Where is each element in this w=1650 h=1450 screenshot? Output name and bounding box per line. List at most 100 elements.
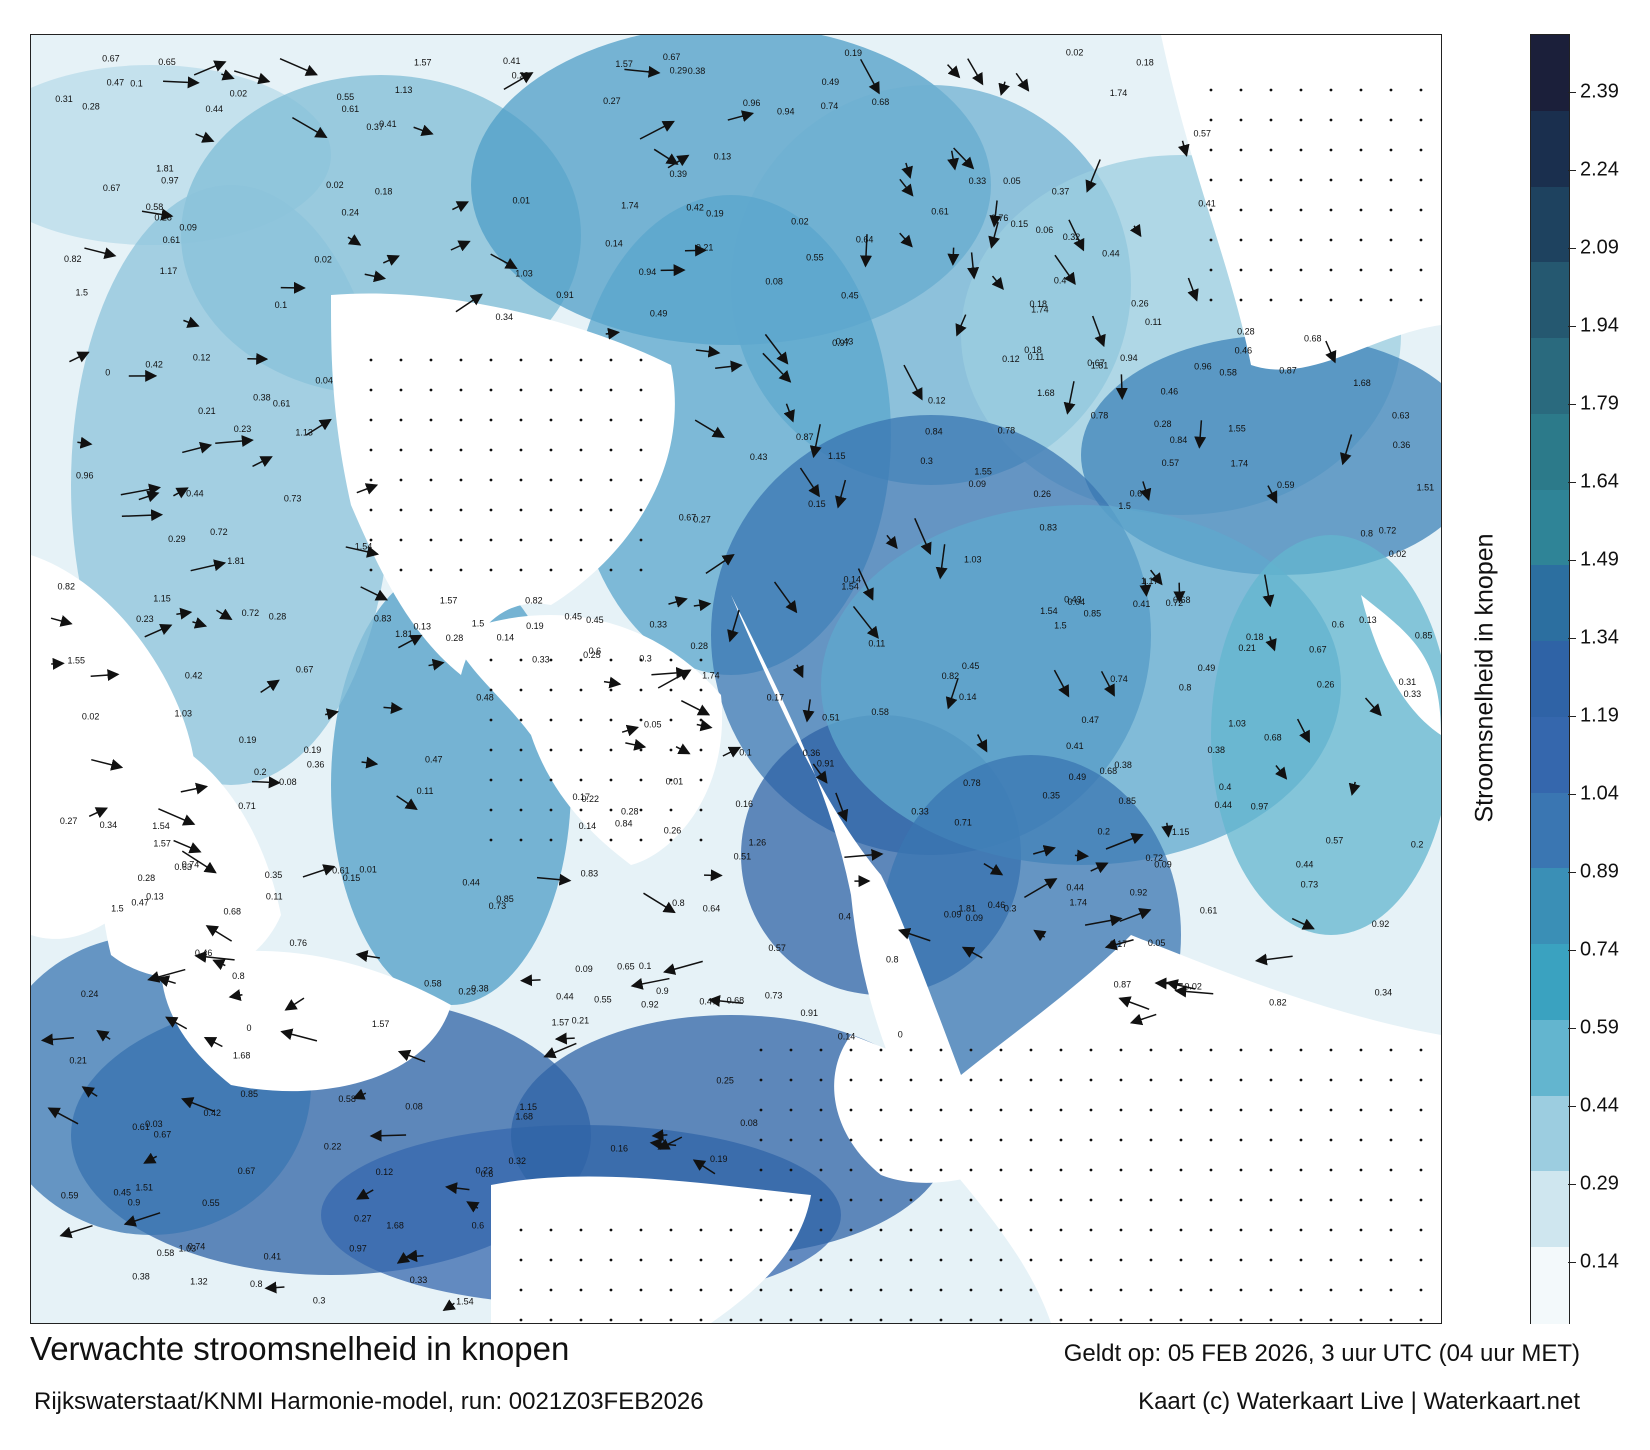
grid-dot	[639, 418, 643, 422]
speed-value-label: 0.38	[253, 392, 271, 402]
grid-dot	[669, 1288, 673, 1292]
grid-dot	[1329, 88, 1333, 92]
current-arrow	[69, 351, 90, 363]
grid-dot	[789, 1168, 793, 1172]
grid-dot	[1419, 118, 1423, 122]
speed-value-label: 0.12	[376, 1167, 394, 1177]
speed-value-label: 0.34	[100, 820, 118, 830]
grid-dot	[369, 448, 373, 452]
grid-dot	[699, 748, 703, 752]
speed-value-label: 0.11	[266, 892, 283, 902]
speed-value-label: 1.55	[1228, 424, 1246, 434]
current-arrow	[503, 72, 534, 91]
current-arrow	[897, 927, 931, 942]
grid-dot	[579, 688, 583, 692]
speed-value-label: 0.49	[650, 308, 668, 318]
speed-value-label: 0.65	[617, 961, 635, 971]
grid-dot	[669, 718, 673, 722]
grid-dot	[1359, 1108, 1363, 1112]
speed-value-label: 0.28	[269, 611, 287, 621]
speed-value-label: 0.13	[714, 152, 732, 162]
speed-value-label: 0.35	[1043, 790, 1061, 800]
grid-dot	[609, 448, 613, 452]
colorbar-segment	[1531, 565, 1569, 643]
current-arrow	[762, 352, 792, 383]
grid-dot	[1269, 208, 1273, 212]
current-arrow	[1105, 833, 1144, 850]
grid-dot	[609, 838, 613, 842]
colorbar-segment	[1531, 716, 1569, 794]
speed-value-label: 1.13	[395, 85, 413, 95]
current-arrow	[860, 234, 872, 268]
speed-value-label: 0.29	[168, 534, 186, 544]
grid-dot	[549, 1228, 553, 1232]
current-arrow	[1275, 765, 1288, 780]
speed-value-label: 0.44	[186, 489, 204, 499]
speed-value-label: 0.85	[1415, 631, 1433, 641]
grid-dot	[459, 508, 463, 512]
grid-dot	[579, 838, 583, 842]
grid-dot	[549, 658, 553, 662]
speed-value-label: 1.5	[1118, 501, 1131, 511]
speed-value-label: 1.03	[174, 709, 192, 719]
grid-dot	[1329, 1288, 1333, 1292]
current-arrow	[680, 700, 711, 716]
speed-value-label: 0.42	[204, 1108, 222, 1118]
grid-dot	[519, 478, 523, 482]
speed-value-label: 0.18	[375, 186, 393, 196]
grid-dot	[639, 508, 643, 512]
speed-value-label: 0.23	[234, 424, 252, 434]
speed-value-label: 0.44	[462, 877, 480, 887]
current-arrow	[947, 150, 959, 171]
speed-value-label: 0.41	[1133, 599, 1151, 609]
speed-value-label: 1.74	[1110, 88, 1128, 98]
speed-value-label: 0.44	[1102, 248, 1120, 258]
current-arrow	[163, 76, 200, 89]
grid-dot	[1059, 1318, 1063, 1322]
grid-dot	[819, 1108, 823, 1112]
speed-value-label: 0.61	[132, 1122, 150, 1132]
speed-value-label: 0.58	[146, 202, 164, 212]
colorbar-tick-mark	[1568, 248, 1576, 249]
speed-value-label: 0.26	[1131, 299, 1149, 309]
grid-dot	[879, 1138, 883, 1142]
grid-dot	[1149, 1108, 1153, 1112]
grid-dot	[1149, 1138, 1153, 1142]
speed-value-label: 0.67	[154, 1130, 172, 1140]
current-arrow	[1325, 340, 1337, 364]
speed-value-label: 1.54	[841, 581, 859, 591]
speed-value-label: 0.45	[841, 290, 859, 300]
grid-dot	[579, 478, 583, 482]
current-arrow	[621, 724, 639, 737]
speed-value-label: 0.36	[803, 748, 821, 758]
speed-value-label: 0.74	[182, 859, 200, 869]
speed-value-label: 0.55	[337, 92, 355, 102]
speed-value-label: 1.57	[414, 57, 432, 67]
speed-value-label: 1.74	[1031, 305, 1049, 315]
speed-value-label: 1.68	[386, 1221, 404, 1231]
speed-value-label: 0.82	[1269, 998, 1287, 1008]
grid-dot	[849, 1048, 853, 1052]
current-arrow	[953, 147, 975, 170]
current-arrow	[1054, 254, 1076, 286]
grid-dot	[1419, 1108, 1423, 1112]
grid-dot	[1209, 1318, 1213, 1322]
speed-value-label: 0.38	[688, 66, 706, 76]
grid-dot	[969, 1048, 973, 1052]
current-arrow	[397, 1049, 426, 1063]
speed-value-label: 0.85	[1119, 796, 1137, 806]
colorbar-tick-label: 0.89	[1580, 860, 1619, 883]
grid-dot	[1209, 148, 1213, 152]
speed-value-label: 0.21	[1238, 643, 1256, 653]
speed-value-label: 0.3	[639, 654, 652, 664]
grid-dot	[459, 388, 463, 392]
grid-dot	[549, 778, 553, 782]
grid-dot	[1419, 1318, 1423, 1322]
grid-dot	[1119, 1078, 1123, 1082]
speed-value-label: 0.73	[489, 901, 507, 911]
speed-value-label: 0.1	[739, 747, 752, 757]
grid-dot	[1389, 1318, 1393, 1322]
grid-dot	[699, 1288, 703, 1292]
speed-value-label: 0.43	[750, 452, 768, 462]
current-arrow	[324, 708, 339, 721]
